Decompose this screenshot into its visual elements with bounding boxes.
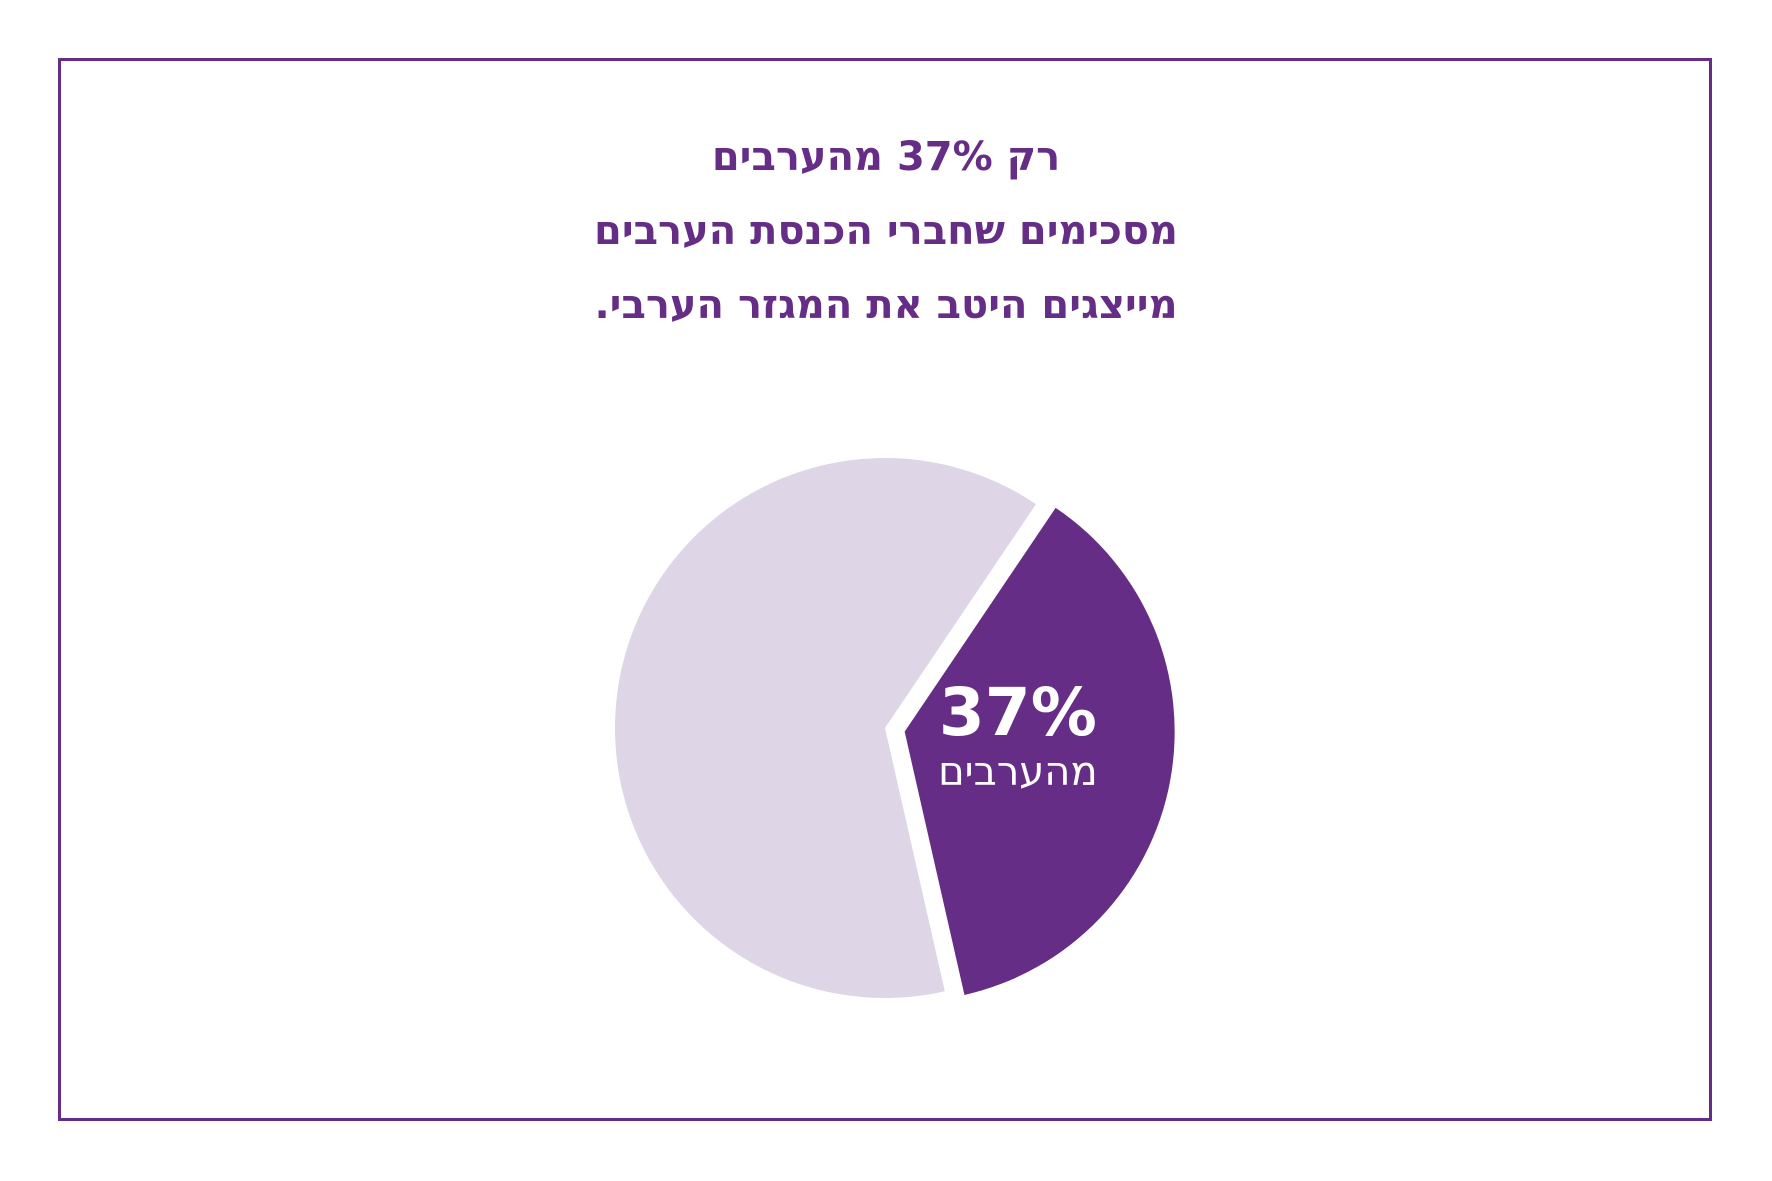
pie-slice-37 (904, 507, 1175, 995)
title-line-1: רק 37% מהערבים (711, 134, 1061, 180)
title-line-2: מסכימים שחברי הכנסת הערבים (594, 208, 1178, 254)
slice-caption-label: מהערבים (938, 749, 1098, 795)
chart-title: רק 37% מהערבים מסכימים שחברי הכנסת הערבי… (0, 120, 1772, 342)
title-line-3: מייצגים היטב את המגזר הערבי. (594, 282, 1178, 328)
slice-value-label: 37% (939, 674, 1097, 751)
chart-frame (58, 58, 1712, 1121)
pie-slice-63 (614, 457, 1036, 999)
